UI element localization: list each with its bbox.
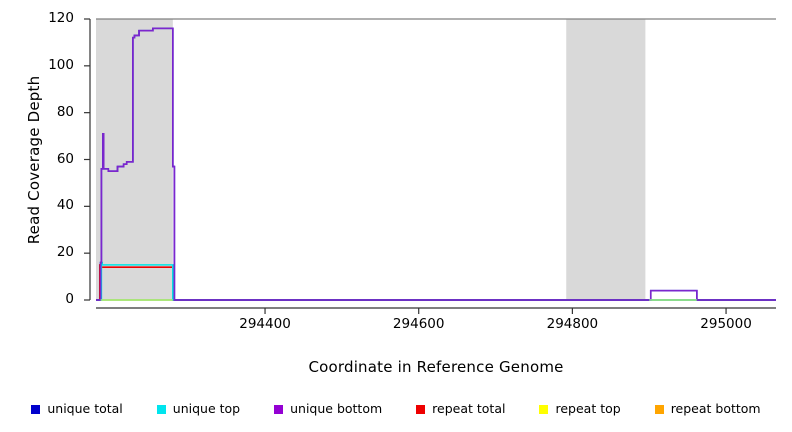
- series-line-repeat-total: [96, 264, 776, 301]
- x-tick-label: 294800: [546, 316, 599, 332]
- legend-label: repeat top: [555, 400, 621, 416]
- legend-swatch-icon: [416, 404, 426, 414]
- legend-swatch-icon: [274, 404, 284, 414]
- legend-label: repeat total: [432, 400, 506, 416]
- legend-label: repeat bottom: [670, 400, 761, 416]
- legend-swatch-icon: [156, 404, 166, 414]
- series-line-unique-total: [96, 27, 776, 301]
- x-tick-label: 295000: [700, 316, 752, 332]
- x-tick-label: 294400: [239, 316, 291, 332]
- legend-item[interactable]: unique bottom: [274, 400, 383, 416]
- shaded-region-repeat-region-left: [96, 19, 173, 300]
- legend-label: unique total: [47, 400, 123, 416]
- legend-item[interactable]: repeat bottom: [654, 400, 761, 416]
- y-axis-tick-labels: 0 20 40 60 80 100 120: [34, 0, 74, 432]
- legend-label: unique top: [172, 400, 241, 416]
- y-tick-label: 0: [65, 291, 74, 307]
- y-tick-label: 100: [48, 56, 74, 73]
- legend-item[interactable]: repeat total: [416, 400, 506, 416]
- legend-item[interactable]: repeat top: [539, 400, 621, 416]
- legend-label: unique bottom: [290, 400, 383, 416]
- shaded-region-repeat-region-right: [566, 19, 646, 300]
- chart-legend: unique total unique top unique bottom repea…: [0, 398, 792, 420]
- legend-swatch-icon: [654, 404, 664, 414]
- legend-swatch-icon: [539, 404, 549, 414]
- legend-item[interactable]: unique top: [156, 400, 241, 416]
- legend-swatch-icon: [31, 404, 41, 414]
- y-tick-label: 60: [56, 150, 74, 167]
- y-tick-label: 20: [56, 244, 74, 261]
- y-tick-label: 80: [56, 103, 74, 120]
- legend-item[interactable]: unique total: [31, 400, 123, 416]
- series-line-unique-bottom: [96, 27, 776, 301]
- x-tick-label: 294600: [392, 316, 445, 332]
- series-line-unique-top: [96, 261, 776, 301]
- y-tick-label: 40: [56, 197, 74, 214]
- y-tick-label: 120: [48, 10, 74, 26]
- x-axis-title: Coordinate in Reference Genome: [308, 358, 564, 376]
